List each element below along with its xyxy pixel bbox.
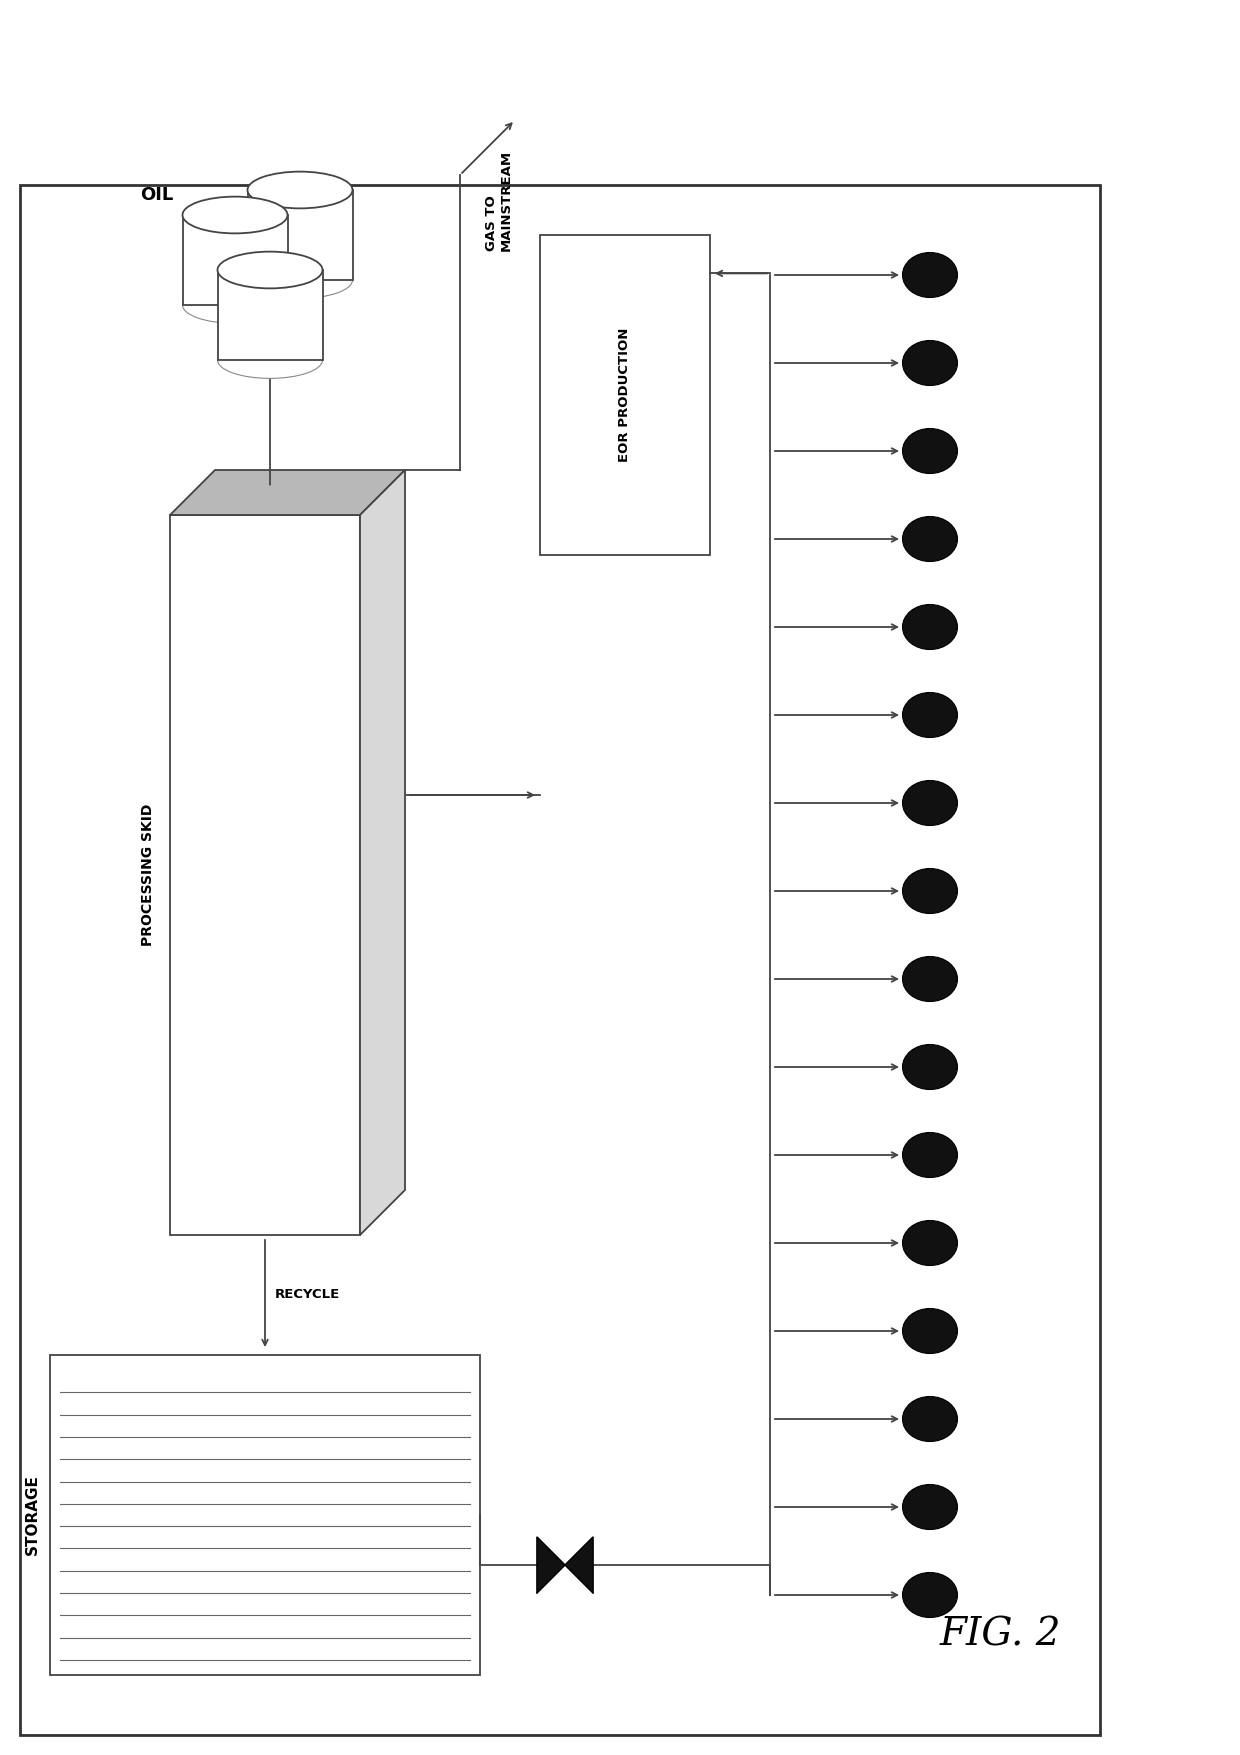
Bar: [539, 235, 711, 555]
Ellipse shape: [903, 1220, 957, 1265]
Ellipse shape: [217, 342, 322, 379]
Ellipse shape: [903, 604, 957, 649]
Ellipse shape: [903, 869, 957, 914]
Polygon shape: [170, 470, 405, 514]
Ellipse shape: [903, 253, 957, 298]
Bar: [248, 190, 352, 281]
Polygon shape: [537, 1537, 565, 1594]
Ellipse shape: [903, 1485, 957, 1530]
Ellipse shape: [903, 1397, 957, 1441]
Ellipse shape: [248, 172, 352, 209]
Ellipse shape: [903, 1572, 957, 1618]
Ellipse shape: [903, 956, 957, 1002]
Ellipse shape: [217, 251, 322, 288]
Text: RECYCLE: RECYCLE: [275, 1288, 340, 1302]
Ellipse shape: [903, 693, 957, 737]
Text: GAS TO
MAINSTREAM: GAS TO MAINSTREAM: [485, 149, 513, 251]
Text: PROCESSING SKID: PROCESSING SKID: [141, 804, 155, 946]
Bar: [50, 1355, 480, 1674]
Text: OIL: OIL: [140, 186, 174, 204]
Ellipse shape: [903, 428, 957, 474]
Ellipse shape: [248, 261, 352, 298]
Ellipse shape: [903, 340, 957, 386]
Polygon shape: [565, 1537, 593, 1594]
Ellipse shape: [903, 1044, 957, 1090]
Ellipse shape: [903, 1309, 957, 1353]
Ellipse shape: [182, 286, 288, 323]
Bar: [20, 184, 1100, 1736]
Bar: [170, 514, 360, 1236]
Text: STORAGE: STORAGE: [25, 1474, 40, 1555]
Text: EOR PRODUCTION: EOR PRODUCTION: [619, 328, 631, 462]
Ellipse shape: [182, 197, 288, 233]
Ellipse shape: [903, 781, 957, 825]
Ellipse shape: [903, 1132, 957, 1178]
Bar: [217, 270, 322, 360]
Text: FIG. 2: FIG. 2: [939, 1616, 1060, 1653]
Bar: [182, 216, 288, 305]
Ellipse shape: [903, 516, 957, 562]
Polygon shape: [360, 470, 405, 1236]
